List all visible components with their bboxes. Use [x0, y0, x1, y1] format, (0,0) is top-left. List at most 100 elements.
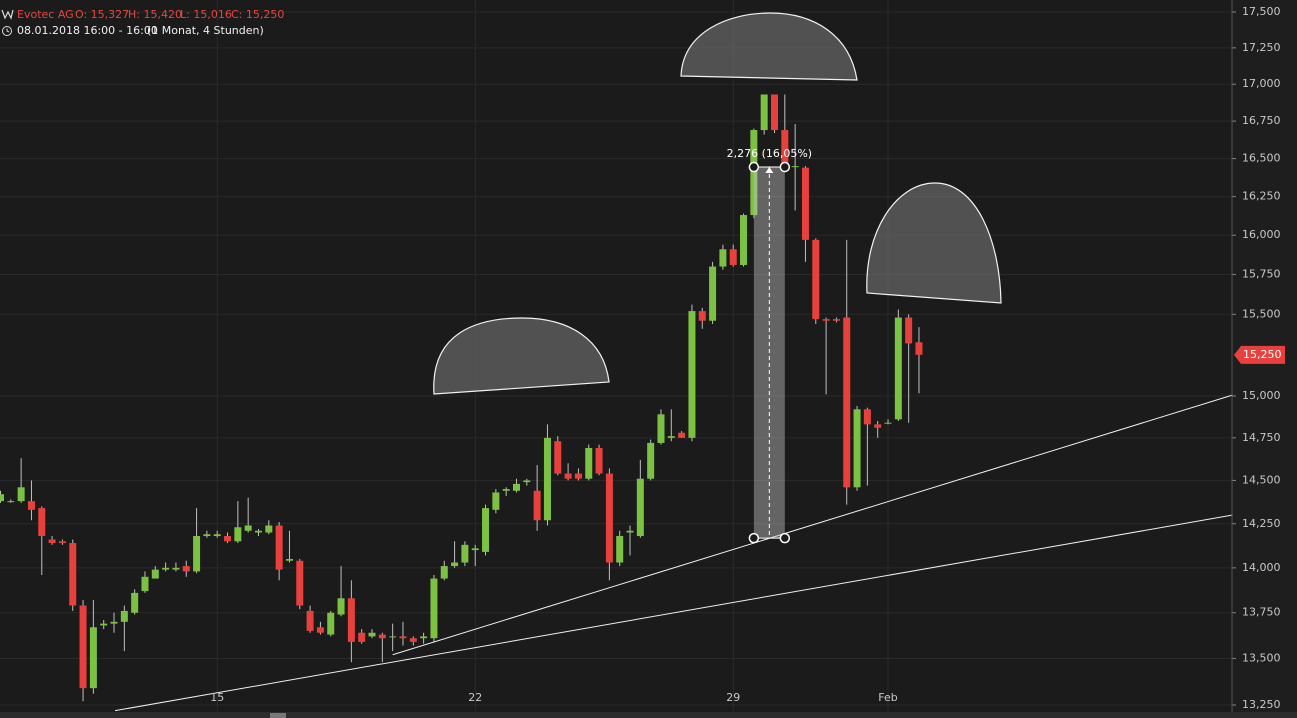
- candle-body: [17, 487, 25, 502]
- candle-body: [471, 548, 479, 551]
- candle-body: [440, 566, 448, 579]
- candle-body: [781, 130, 789, 168]
- candle-body: [110, 621, 118, 624]
- candle-body: [482, 508, 490, 552]
- y-tick-label: 14,500: [1242, 473, 1281, 486]
- candle-body: [678, 432, 686, 438]
- low-label: L: 15,016: [180, 8, 232, 21]
- x-tick-label: 15: [210, 691, 224, 704]
- candle-body: [100, 623, 108, 626]
- y-tick-label: 13,250: [1242, 698, 1281, 711]
- candle-body: [801, 167, 809, 240]
- close-label: C: 15,250: [231, 8, 284, 21]
- candle-body: [894, 317, 902, 420]
- candle-body: [492, 492, 500, 510]
- candle-body: [409, 638, 417, 642]
- y-tick-label: 13,500: [1242, 651, 1281, 664]
- candle-body: [874, 424, 882, 428]
- candle-body: [193, 536, 201, 572]
- candle-body: [822, 319, 830, 321]
- candle-body: [626, 530, 634, 533]
- candle-body: [698, 311, 706, 321]
- measure-handle: [748, 532, 760, 544]
- candle-body: [389, 636, 397, 638]
- candle-body: [337, 598, 345, 615]
- candle-body: [853, 409, 861, 488]
- header: Evotec AG O: 15,327 H: 15,420 L: 15,016 …: [1, 8, 284, 37]
- candle-body: [69, 543, 77, 606]
- candle-body: [358, 632, 366, 642]
- candle-body: [915, 342, 923, 355]
- candle-body: [399, 636, 407, 639]
- candle-body: [306, 610, 314, 631]
- y-tick-label: 15,500: [1242, 307, 1281, 320]
- candle-body: [812, 239, 820, 320]
- candle-body: [296, 560, 304, 606]
- dome-shape: [680, 12, 858, 81]
- candle-body: [729, 249, 737, 265]
- measure-handle: [779, 161, 791, 173]
- candle-body: [368, 632, 376, 637]
- candle-body: [791, 166, 799, 168]
- candle-body: [430, 578, 438, 639]
- scrollbar-thumb[interactable]: [270, 713, 286, 718]
- candle-body: [616, 536, 624, 563]
- candle-body: [595, 448, 603, 474]
- dome-shape: [433, 317, 610, 395]
- candle-body: [688, 311, 696, 438]
- measure-handle: [779, 532, 791, 544]
- y-tick-label: 13,750: [1242, 606, 1281, 619]
- candle-body: [285, 558, 293, 561]
- clock-hands: [6, 28, 10, 33]
- y-tick-label: 16,250: [1242, 190, 1281, 203]
- candle-body: [843, 317, 851, 488]
- candle-body: [7, 501, 15, 503]
- candle-body: [533, 490, 541, 521]
- y-tick-label: 17,500: [1242, 5, 1281, 18]
- y-tick-label: 15,000: [1242, 389, 1281, 402]
- y-tick-label: 17,000: [1242, 77, 1281, 90]
- candle-body: [832, 319, 840, 321]
- candle-body: [203, 534, 211, 537]
- candle-body: [131, 592, 139, 613]
- candle-body: [224, 536, 232, 542]
- time-range: 08.01.2018 16:00 - 16:00: [17, 24, 158, 37]
- trend-line: [114, 514, 1233, 712]
- dome-shape: [866, 182, 1002, 304]
- candle-body: [378, 634, 386, 639]
- measure-handle: [748, 161, 760, 173]
- candle-body: [244, 525, 252, 531]
- candle-body: [605, 473, 613, 563]
- candle-body: [771, 94, 778, 131]
- candle-body: [543, 437, 551, 521]
- candle-body: [213, 534, 221, 537]
- x-tick-label: 29: [726, 691, 740, 704]
- candle-body: [255, 530, 262, 533]
- candle-body: [58, 541, 66, 544]
- y-tick-label: 14,750: [1242, 431, 1281, 444]
- high-label: H: 15,420: [128, 8, 182, 21]
- candle-body: [513, 483, 520, 491]
- overlay: 2,276 (16,05%): [114, 147, 1233, 712]
- measure-label: 2,276 (16,05%): [727, 147, 813, 160]
- trend-line: [392, 394, 1233, 656]
- candle-body: [740, 215, 748, 265]
- period: (1 Monat, 4 Stunden): [147, 24, 264, 37]
- candles: [0, 94, 923, 702]
- drawings: [433, 12, 1002, 395]
- y-tick-label: 14,000: [1242, 561, 1281, 574]
- candle-body: [905, 317, 913, 344]
- candle-body: [347, 598, 355, 642]
- candle-body: [234, 527, 242, 542]
- candle-body: [636, 478, 644, 537]
- candle-body: [151, 569, 159, 579]
- candle-body: [750, 130, 758, 216]
- candle-body: [667, 436, 675, 438]
- candle-body: [647, 442, 655, 479]
- candle-body: [574, 473, 582, 479]
- candle-body: [172, 567, 180, 570]
- measure-arrow: [765, 167, 774, 174]
- candle-body: [461, 544, 469, 563]
- symbol: Evotec AG: [17, 8, 74, 21]
- scrollbar[interactable]: [0, 712, 1297, 718]
